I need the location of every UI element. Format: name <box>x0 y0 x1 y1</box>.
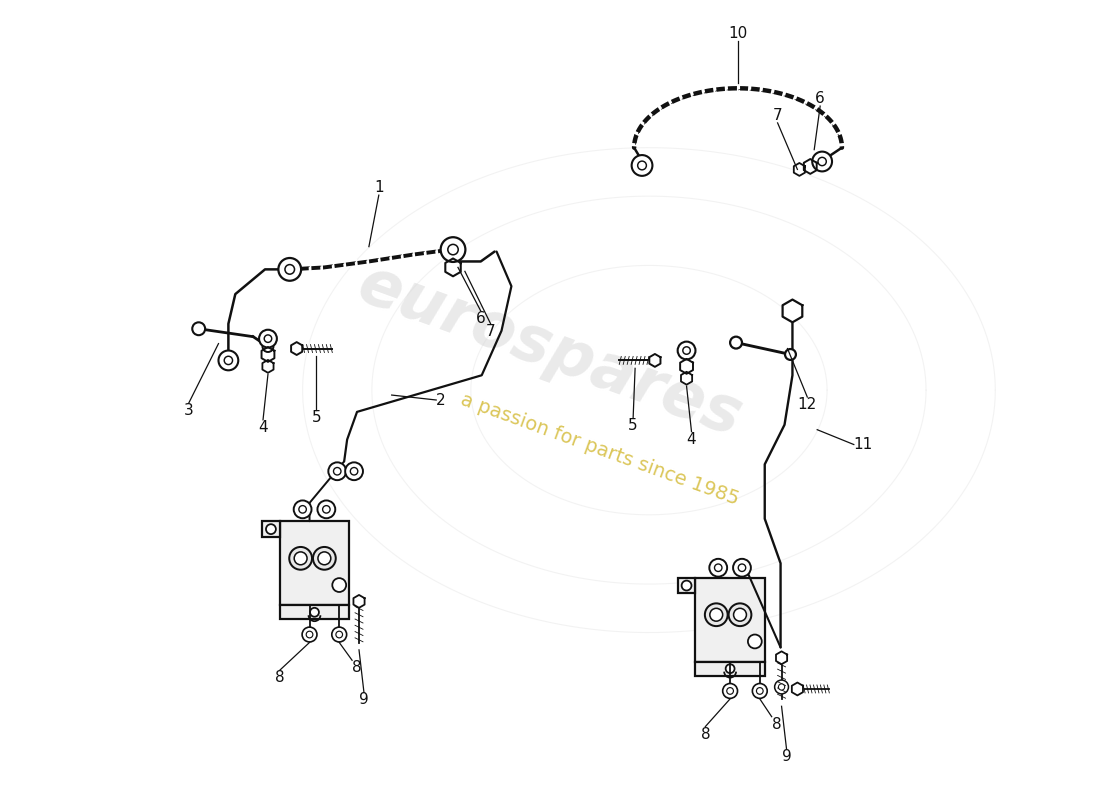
Text: 5: 5 <box>311 410 321 425</box>
Circle shape <box>299 506 306 513</box>
Circle shape <box>734 608 747 621</box>
Circle shape <box>263 341 274 352</box>
Text: 1: 1 <box>374 180 384 195</box>
Polygon shape <box>680 359 693 374</box>
Bar <box>695 578 764 662</box>
Circle shape <box>260 330 277 347</box>
Circle shape <box>322 506 330 513</box>
Polygon shape <box>292 342 302 355</box>
Circle shape <box>219 350 239 370</box>
Circle shape <box>730 337 743 349</box>
Circle shape <box>448 244 459 254</box>
Circle shape <box>350 467 358 475</box>
Circle shape <box>812 152 832 171</box>
Circle shape <box>683 346 691 354</box>
Bar <box>678 578 695 594</box>
Circle shape <box>289 547 312 570</box>
Polygon shape <box>792 682 803 695</box>
Circle shape <box>314 547 336 570</box>
Bar <box>279 606 349 619</box>
Text: 6: 6 <box>815 91 825 106</box>
Circle shape <box>310 608 319 617</box>
Polygon shape <box>263 360 274 373</box>
Circle shape <box>818 158 826 166</box>
Circle shape <box>733 559 751 577</box>
Text: 11: 11 <box>854 437 873 452</box>
Circle shape <box>224 356 232 365</box>
Circle shape <box>678 342 695 359</box>
Text: 8: 8 <box>772 717 781 732</box>
Text: 9: 9 <box>782 749 791 764</box>
Text: 4: 4 <box>258 420 267 434</box>
Circle shape <box>638 161 647 170</box>
Text: 7: 7 <box>773 108 782 123</box>
Text: 2: 2 <box>437 393 446 407</box>
Circle shape <box>752 683 767 698</box>
Circle shape <box>705 603 727 626</box>
Circle shape <box>306 631 312 638</box>
Text: 8: 8 <box>352 660 362 675</box>
Bar <box>695 662 764 675</box>
Text: 6: 6 <box>476 311 485 326</box>
Polygon shape <box>804 159 816 174</box>
Polygon shape <box>262 347 274 362</box>
Text: 8: 8 <box>701 726 711 742</box>
Circle shape <box>294 501 311 518</box>
Circle shape <box>785 349 796 360</box>
Text: 3: 3 <box>184 403 194 418</box>
Circle shape <box>726 664 735 673</box>
Polygon shape <box>446 258 461 276</box>
Bar <box>279 522 349 606</box>
Text: 7: 7 <box>486 324 495 339</box>
Circle shape <box>318 501 336 518</box>
Text: a passion for parts since 1985: a passion for parts since 1985 <box>458 390 741 509</box>
Circle shape <box>728 603 751 626</box>
Circle shape <box>748 634 762 648</box>
Text: 10: 10 <box>728 26 748 41</box>
Polygon shape <box>681 372 692 385</box>
Circle shape <box>264 335 272 342</box>
Circle shape <box>328 462 346 480</box>
Circle shape <box>715 564 722 571</box>
Polygon shape <box>353 595 364 608</box>
Polygon shape <box>782 299 802 322</box>
Circle shape <box>278 258 301 281</box>
Circle shape <box>285 265 295 274</box>
Circle shape <box>631 155 652 176</box>
Circle shape <box>266 524 276 534</box>
Text: 8: 8 <box>275 670 285 685</box>
Circle shape <box>757 687 763 694</box>
Circle shape <box>710 608 723 621</box>
Circle shape <box>332 578 346 592</box>
Circle shape <box>779 684 784 690</box>
Circle shape <box>738 564 746 571</box>
Text: 4: 4 <box>686 432 696 446</box>
Circle shape <box>192 322 205 335</box>
Circle shape <box>727 687 734 694</box>
Text: 12: 12 <box>798 397 817 412</box>
Bar <box>262 522 279 537</box>
Text: eurospares: eurospares <box>350 252 750 449</box>
Circle shape <box>333 467 341 475</box>
Polygon shape <box>776 651 788 664</box>
Circle shape <box>723 683 737 698</box>
Circle shape <box>332 627 346 642</box>
Polygon shape <box>649 354 660 367</box>
Circle shape <box>345 462 363 480</box>
Polygon shape <box>794 163 805 176</box>
Circle shape <box>774 680 789 694</box>
Text: 5: 5 <box>628 418 638 433</box>
Circle shape <box>682 581 692 590</box>
Circle shape <box>294 552 307 565</box>
Circle shape <box>302 627 317 642</box>
Text: 9: 9 <box>359 693 369 707</box>
Circle shape <box>336 631 342 638</box>
Circle shape <box>710 559 727 577</box>
Circle shape <box>441 238 465 262</box>
Circle shape <box>318 552 331 565</box>
